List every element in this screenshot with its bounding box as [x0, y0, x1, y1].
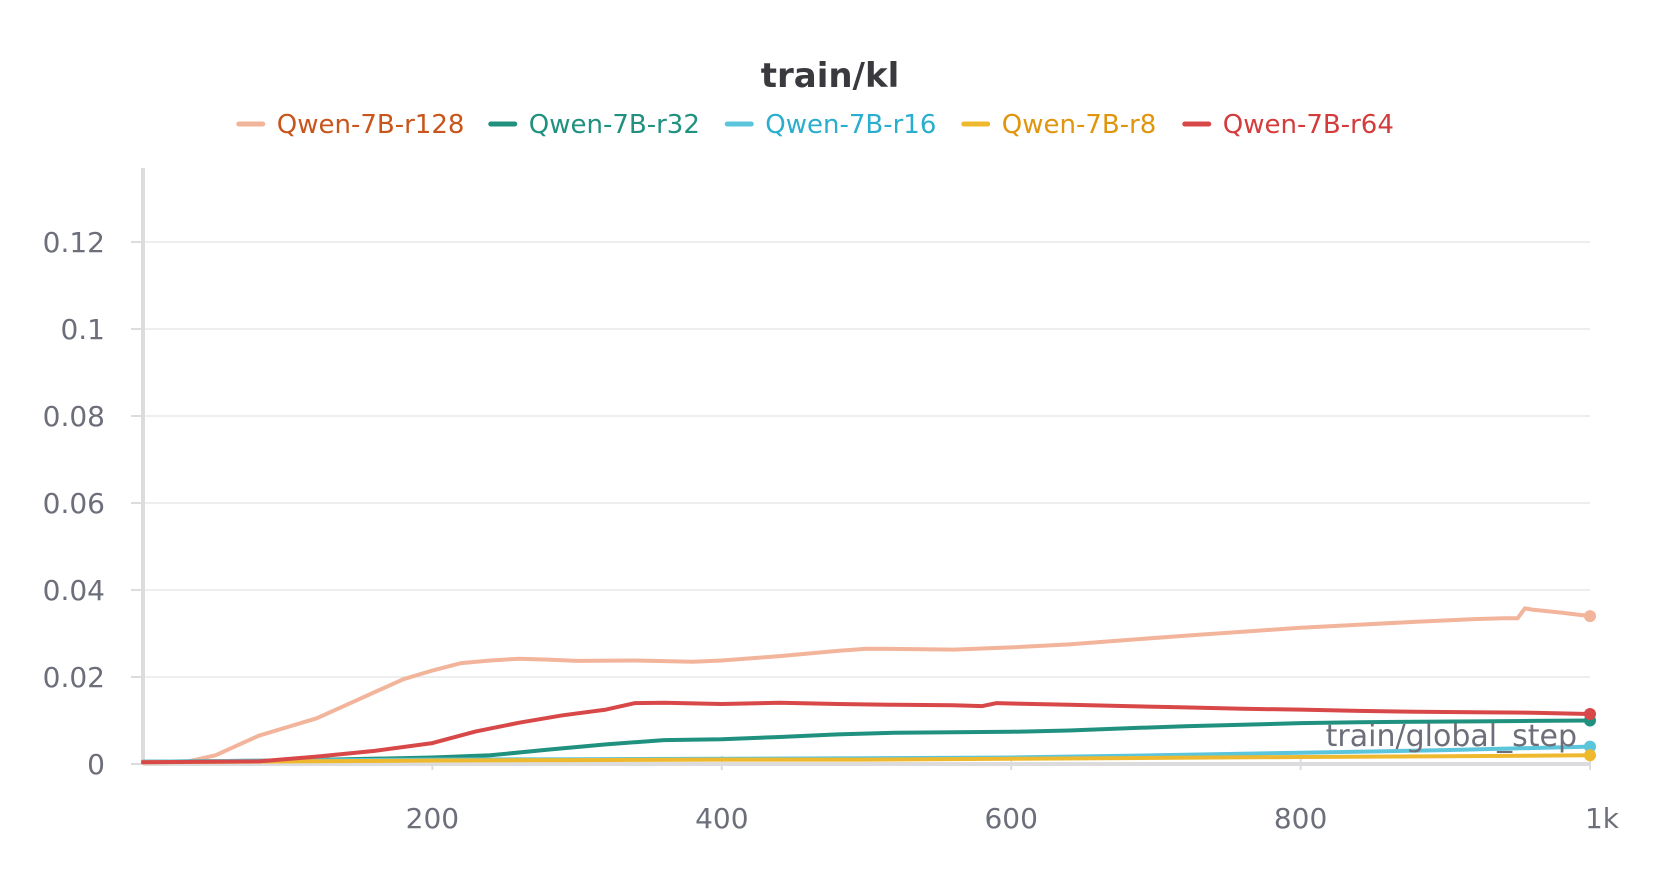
series-endpoint-Qwen-7B-r128 — [1584, 610, 1596, 623]
series-line-Qwen-7B-r8 — [141, 753, 1592, 765]
legend-label: Qwen-7B-r64 — [1223, 110, 1394, 140]
legend-item[interactable]: Qwen-7B-r16 — [724, 110, 936, 140]
y-tick-label: 0.06 — [43, 487, 105, 520]
legend: Qwen-7B-r128 Qwen-7B-r32 Qwen-7B-r16 Qwen-7… — [236, 110, 1394, 140]
legend-item[interactable]: Qwen-7B-r32 — [488, 110, 700, 140]
y-tick-label: 0 — [87, 748, 105, 781]
legend-item[interactable]: Qwen-7B-r64 — [1182, 110, 1394, 140]
y-tick-label: 0.02 — [43, 661, 105, 694]
x-tick-label: 200 — [406, 802, 459, 835]
legend-item[interactable]: Qwen-7B-r8 — [961, 110, 1157, 140]
legend-label: Qwen-7B-r16 — [765, 110, 936, 140]
x-tick-label: 400 — [695, 802, 748, 835]
legend-item[interactable]: Qwen-7B-r128 — [236, 110, 465, 140]
chart-title: train/kl — [761, 56, 900, 96]
y-tick-label: 0.08 — [43, 400, 105, 433]
y-tick-label: 0.1 — [60, 313, 105, 346]
series-lines — [141, 606, 1596, 765]
y-tick-label: 0.04 — [43, 574, 105, 607]
legend-label: Qwen-7B-r32 — [529, 110, 700, 140]
series-endpoint-Qwen-7B-r16 — [1584, 740, 1596, 753]
x-axis-ticks: 200 400 600 800 1k — [406, 756, 1620, 835]
x-tick-label: 800 — [1274, 802, 1327, 835]
gridlines — [143, 241, 1590, 678]
series-line-Qwen-7B-r32 — [141, 718, 1592, 764]
series-endpoint-Qwen-7B-r64 — [1584, 707, 1596, 720]
series-line-Qwen-7B-r128 — [141, 606, 1592, 764]
series-endpoint-Qwen-7B-r8 — [1584, 749, 1596, 762]
x-tick-label: 600 — [984, 802, 1037, 835]
legend-label: Qwen-7B-r128 — [277, 110, 465, 140]
series-line-Qwen-7B-r64 — [141, 700, 1592, 765]
x-tick-label: 1k — [1585, 802, 1620, 835]
x-axis-title: train/global_step — [1326, 719, 1577, 754]
legend-label: Qwen-7B-r8 — [1002, 110, 1157, 140]
y-tick-label: 0.12 — [43, 226, 105, 259]
y-axis-ticks: 0 0.02 0.04 0.06 0.08 0.1 0.12 — [43, 226, 143, 781]
axes — [141, 168, 1590, 766]
